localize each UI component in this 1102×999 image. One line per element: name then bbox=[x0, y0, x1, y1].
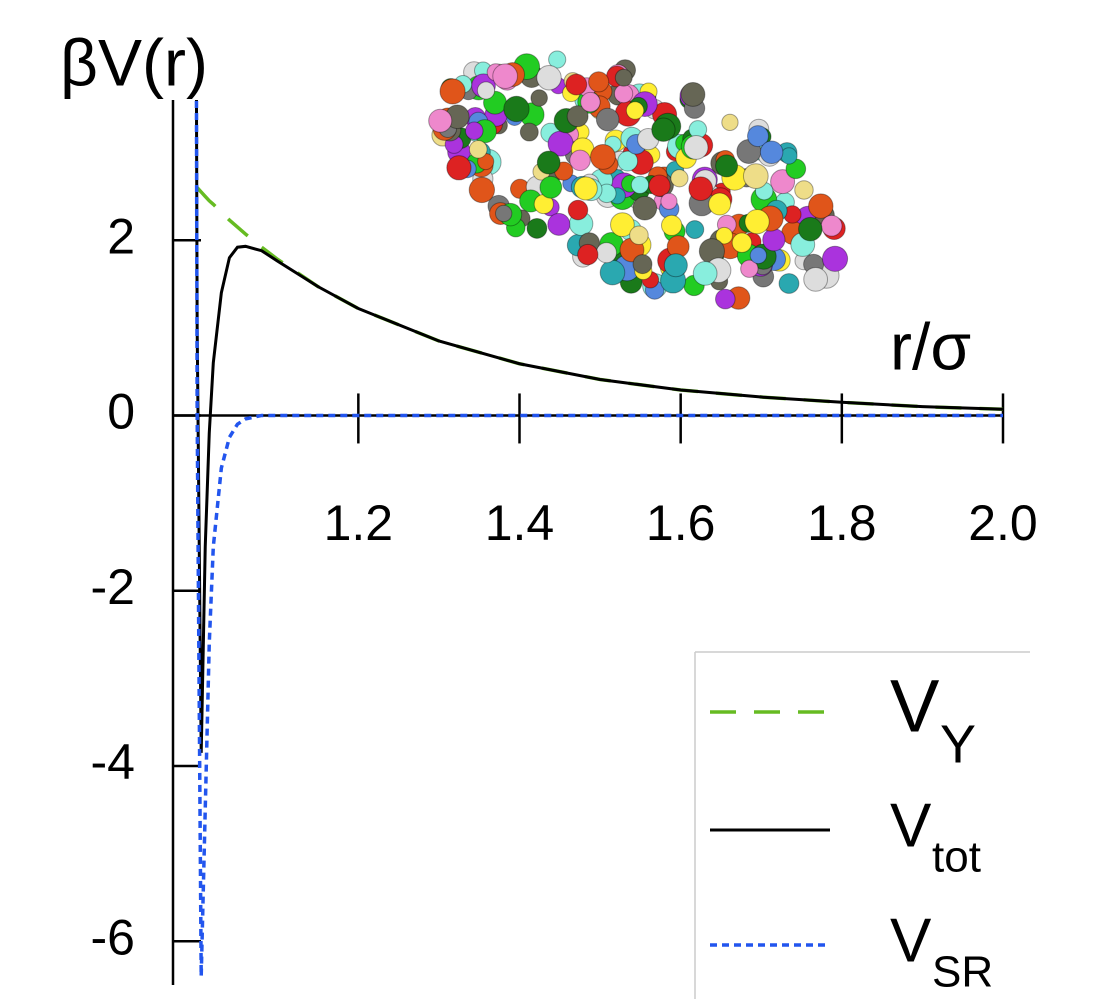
molecule-atom bbox=[660, 192, 678, 210]
molecule-atom bbox=[747, 125, 769, 148]
molecule-atom bbox=[731, 232, 753, 253]
legend-label: V bbox=[890, 791, 932, 860]
molecule-atom bbox=[744, 209, 770, 235]
molecule-atom bbox=[476, 81, 496, 100]
molecule-atom bbox=[670, 169, 689, 188]
series-line bbox=[194, 100, 1003, 977]
molecule-illustration bbox=[428, 50, 849, 310]
molecule-atom bbox=[536, 64, 562, 91]
molecule-atom bbox=[599, 259, 626, 286]
molecule-atom bbox=[632, 254, 653, 275]
molecule-atom bbox=[715, 226, 734, 245]
molecule-atom bbox=[536, 150, 561, 175]
molecule-atom bbox=[439, 78, 466, 105]
molecule-atom bbox=[610, 212, 635, 238]
molecule-atom bbox=[630, 175, 650, 195]
molecule-atom bbox=[567, 199, 589, 221]
molecule-atom bbox=[692, 261, 718, 286]
molecule-atom bbox=[595, 107, 620, 132]
molecule-atom bbox=[526, 217, 548, 239]
y-tick-label: -6 bbox=[91, 909, 135, 965]
y-axis-label: βV(r) bbox=[60, 25, 208, 99]
molecule-atom bbox=[519, 122, 539, 142]
legend-label-sub: Y bbox=[940, 714, 976, 774]
molecule-atom bbox=[446, 155, 472, 181]
molecule-atom bbox=[464, 121, 484, 141]
molecule-atom bbox=[708, 192, 732, 216]
molecule-atom bbox=[468, 139, 488, 159]
molecule-atom bbox=[428, 108, 453, 133]
molecule-atom bbox=[688, 176, 714, 202]
molecule-atom bbox=[680, 82, 706, 107]
legend-label-sub: tot bbox=[932, 833, 981, 882]
molecule-atom bbox=[762, 228, 786, 252]
series-line bbox=[195, 186, 1004, 412]
molecule-atom bbox=[588, 71, 610, 93]
molecule-atom bbox=[651, 117, 676, 142]
molecule-atom bbox=[778, 273, 800, 294]
molecule-atom bbox=[530, 89, 548, 107]
molecule-atom bbox=[539, 175, 563, 199]
molecule-atom bbox=[548, 50, 567, 69]
molecule-atom bbox=[648, 174, 671, 197]
molecule-atom bbox=[629, 225, 649, 246]
molecule-atom bbox=[625, 101, 645, 120]
x-tick-label: 1.4 bbox=[485, 495, 555, 551]
molecule-atom bbox=[614, 68, 633, 87]
molecule-atom bbox=[794, 180, 814, 200]
y-tick-label: 0 bbox=[107, 384, 135, 440]
y-tick-label: -4 bbox=[91, 734, 135, 790]
molecule-atom bbox=[613, 83, 634, 104]
legend-label-sub: SR bbox=[932, 948, 993, 997]
molecule-atom bbox=[803, 266, 829, 292]
x-tick-label: 1.8 bbox=[807, 495, 877, 551]
molecule-atom bbox=[661, 214, 683, 237]
molecule-atom bbox=[617, 150, 639, 172]
series-line bbox=[194, 100, 1004, 753]
y-tick-label: 2 bbox=[107, 208, 135, 264]
x-axis-label: r/σ bbox=[890, 309, 971, 383]
molecule-atom bbox=[740, 259, 759, 278]
molecule-atom bbox=[683, 135, 709, 160]
molecule-atom bbox=[663, 253, 688, 278]
x-tick-label: 1.6 bbox=[646, 495, 716, 551]
molecule-atom bbox=[821, 245, 849, 272]
legend-label: V bbox=[890, 665, 940, 748]
molecule-atom bbox=[468, 176, 496, 204]
legend-label: V bbox=[890, 906, 932, 975]
molecule-atom bbox=[820, 214, 843, 237]
molecule-atom bbox=[565, 73, 588, 96]
molecule-atom bbox=[742, 163, 769, 190]
molecule-atom bbox=[780, 147, 798, 165]
molecule-atom bbox=[685, 220, 705, 240]
molecule-atom bbox=[503, 95, 530, 123]
molecule-atom bbox=[492, 63, 518, 90]
molecule-atom bbox=[715, 288, 736, 310]
molecule-atom bbox=[798, 216, 823, 242]
molecule-atom bbox=[566, 105, 589, 128]
molecule-atom bbox=[547, 212, 571, 236]
molecule-atom bbox=[749, 246, 768, 265]
molecule-atom bbox=[632, 195, 658, 221]
molecule-atom bbox=[715, 154, 739, 178]
molecule-atom bbox=[770, 169, 796, 195]
molecule-atom bbox=[569, 149, 591, 172]
molecule-atom bbox=[577, 243, 599, 266]
x-tick-label: 1.2 bbox=[324, 495, 394, 551]
y-tick-label: -2 bbox=[91, 559, 135, 615]
molecule-atom bbox=[573, 176, 598, 201]
molecule-atom bbox=[580, 91, 601, 113]
molecule-atom bbox=[808, 193, 834, 219]
x-tick-label: 2.0 bbox=[968, 495, 1038, 551]
molecule-atom bbox=[595, 242, 617, 264]
molecule-atom bbox=[759, 140, 784, 165]
molecule-atom bbox=[721, 113, 739, 132]
molecule-atom bbox=[494, 204, 513, 223]
molecule-atom bbox=[590, 143, 616, 170]
